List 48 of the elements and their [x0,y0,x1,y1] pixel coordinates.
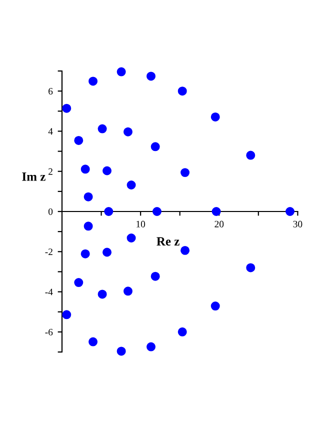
x-tick-label: 20 [214,220,224,228]
point [246,150,256,160]
point [212,207,221,216]
point [116,67,126,76]
point [180,168,190,178]
point [102,248,112,257]
point [84,222,93,231]
point [102,166,112,176]
y-tick-label: -4 [45,288,53,296]
point [80,249,90,258]
y-tick-label: 6 [48,88,53,95]
point [74,136,84,145]
point [150,142,160,152]
point [74,278,84,288]
point [150,272,160,281]
point [62,104,72,113]
point [80,164,90,174]
y-tick-label: -6 [45,328,53,336]
point [98,124,107,134]
y-tick-label: -2 [45,248,52,256]
point [116,346,126,356]
y-axis-title: Im z [22,172,46,181]
y-tick-label: 4 [48,128,53,135]
point [146,342,156,352]
point [123,286,132,296]
point [246,263,256,272]
point [210,302,220,311]
point [152,207,162,216]
point [286,207,294,216]
point [180,246,190,255]
point [104,207,114,216]
y-tick-label: 2 [48,168,52,175]
point [126,233,136,242]
x-tick-label: 30 [293,220,302,228]
point [84,192,93,202]
point [62,310,72,320]
point [178,327,187,336]
point [126,180,136,190]
point [98,290,107,299]
point [146,72,156,81]
point [123,127,132,136]
x-axis-title: Re z [156,237,180,246]
point [88,76,98,86]
x-tick-label: 10 [136,220,146,228]
point [178,86,187,96]
y-tick-label: 0 [48,208,53,215]
point [88,337,98,346]
point [210,112,220,122]
